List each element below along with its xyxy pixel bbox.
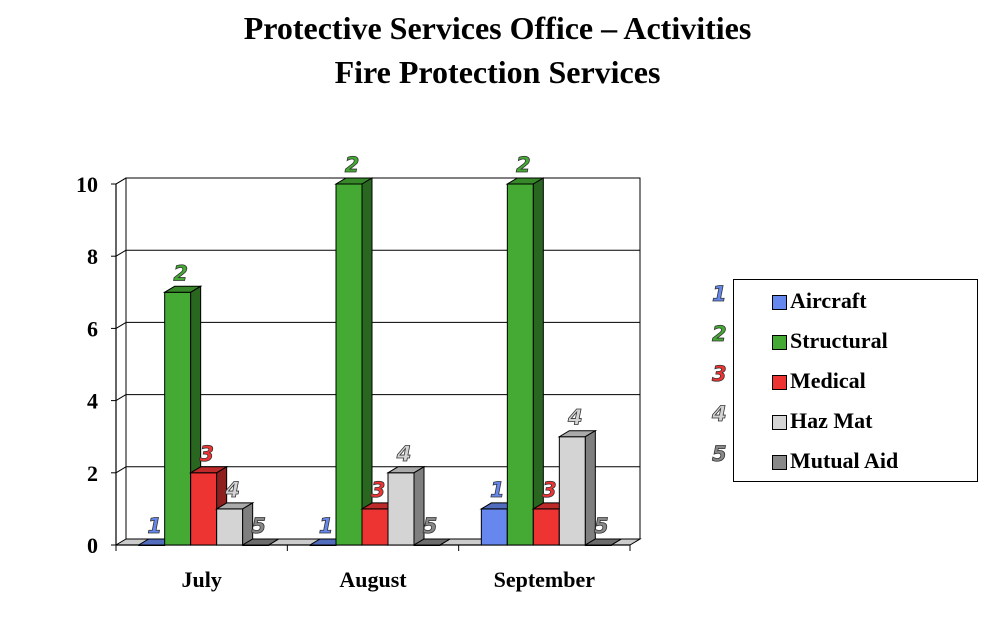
x-category-label: July <box>181 567 221 592</box>
bar-marker-3: 3 <box>199 442 214 466</box>
bar-marker-1: 1 <box>147 514 162 538</box>
legend-swatch <box>772 415 787 430</box>
bar-marker-1: 1 <box>319 514 334 538</box>
legend-item: Medical <box>734 368 977 398</box>
legend-label: Structural <box>790 328 888 353</box>
legend-label: Medical <box>790 368 866 393</box>
bar-mutual-aid <box>240 538 281 546</box>
legend-swatch <box>772 375 787 390</box>
bar-marker-5: 5 <box>423 514 438 538</box>
x-category-label: August <box>339 567 407 592</box>
bar-marker-1: 1 <box>490 478 505 502</box>
legend-item: Mutual Aid <box>734 448 977 478</box>
bar-structural <box>505 177 546 546</box>
bar-marker-4: 4 <box>396 442 412 466</box>
bar-mutual-aid <box>412 538 452 546</box>
legend-marker-2: 2 <box>712 322 727 347</box>
gridline-side <box>115 249 127 257</box>
legend-marker-4: 4 <box>712 402 727 427</box>
bar-marker-2: 2 <box>516 153 531 177</box>
legend-swatch <box>772 335 787 350</box>
bar-mutual-aid <box>583 538 624 546</box>
legend-swatch <box>772 295 787 310</box>
legend-marker-3: 3 <box>712 362 727 387</box>
legend-swatch <box>772 455 787 470</box>
legend-marker-1: 1 <box>712 282 727 307</box>
bar-marker-4: 4 <box>567 406 583 430</box>
bar-haz-mat <box>386 465 426 546</box>
bar-marker-2: 2 <box>173 261 188 285</box>
y-axis-ticks: 0 2 4 6 8 10 <box>76 172 116 558</box>
bar-marker-2: 2 <box>345 153 360 177</box>
legend-label: Haz Mat <box>790 408 873 433</box>
legend: Aircraft Structural Medical Haz Mat Mutual A… <box>733 279 978 482</box>
bar-marker-5: 5 <box>594 514 609 538</box>
y-tick-label: 6 <box>87 316 98 341</box>
bar-marker-3: 3 <box>371 478 386 502</box>
bars <box>136 177 624 546</box>
x-axis-categories: July August September <box>181 567 595 592</box>
gridline-side <box>115 466 127 474</box>
legend-item: Haz Mat <box>734 408 977 438</box>
y-tick-label: 8 <box>87 244 98 269</box>
bar-structural <box>334 177 374 546</box>
y-tick-label: 2 <box>87 461 98 486</box>
bar-marker-4: 4 <box>224 478 240 502</box>
bar-marker-3: 3 <box>542 478 557 502</box>
legend-item: Aircraft <box>734 288 977 318</box>
gridline-side <box>115 321 127 329</box>
y-tick-label: 0 <box>87 533 98 558</box>
bar-marker-5: 5 <box>251 514 266 538</box>
legend-label: Mutual Aid <box>790 448 899 473</box>
gridlines <box>115 177 640 474</box>
bar-haz-mat <box>214 502 255 546</box>
chart-title: Protective Services Office – Activities <box>243 10 752 46</box>
x-category-label: September <box>494 567 596 592</box>
bar-haz-mat <box>557 429 598 546</box>
gridline-side <box>115 177 127 185</box>
gridline-side <box>115 394 127 402</box>
y-tick-label: 4 <box>87 389 98 414</box>
y-tick-label: 10 <box>76 172 98 197</box>
legend-marker-5: 5 <box>712 442 727 467</box>
chart-subtitle: Fire Protection Services <box>334 54 661 90</box>
legend-item: Structural <box>734 328 977 358</box>
legend-label: Aircraft <box>790 288 867 313</box>
bar-structural <box>162 285 203 546</box>
